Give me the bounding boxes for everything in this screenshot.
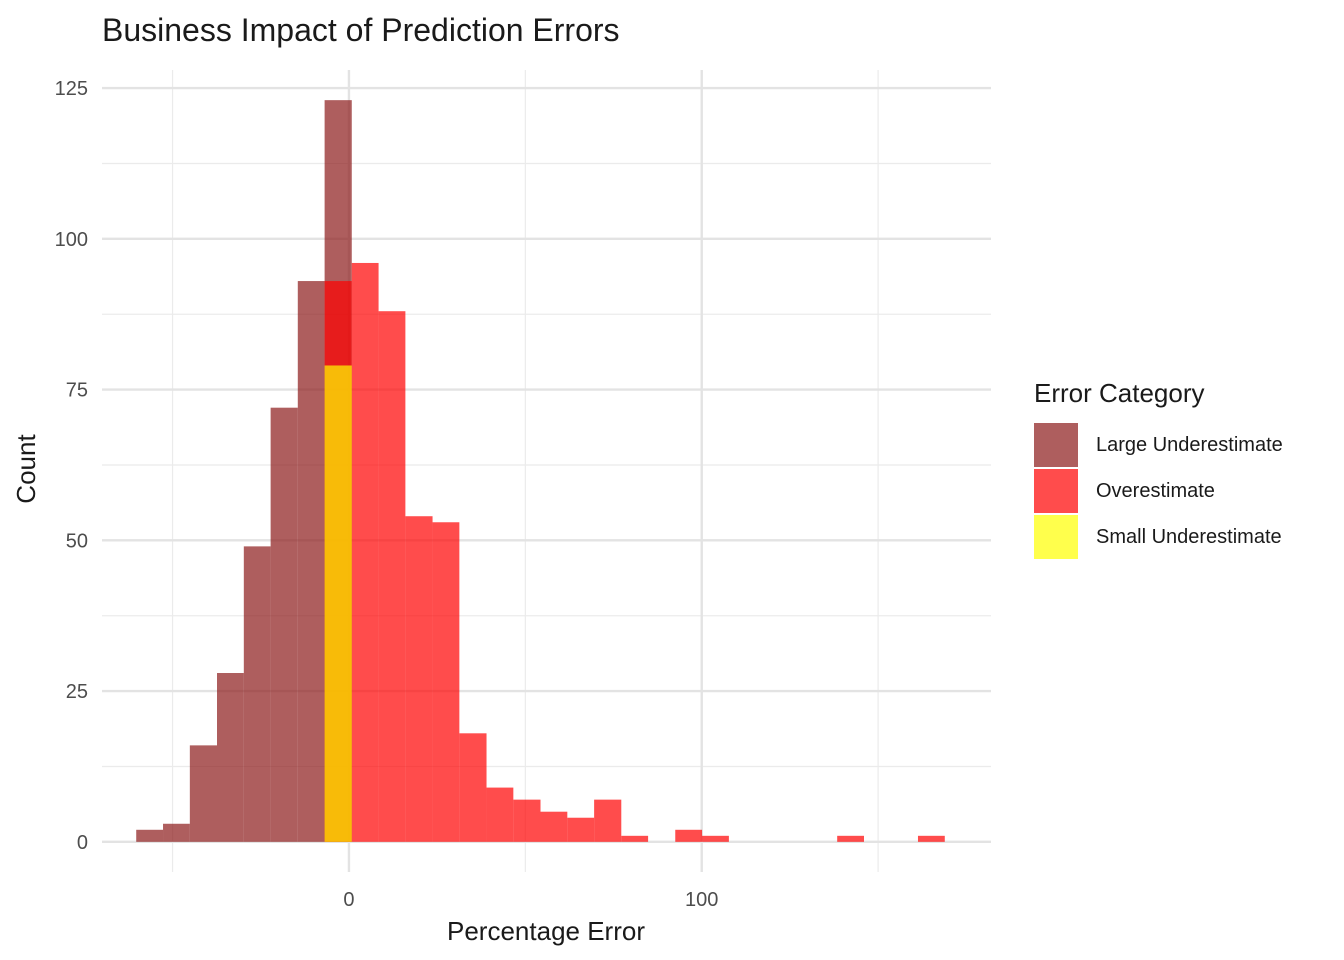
legend-swatch-overestimate	[1034, 469, 1078, 513]
bar-overestimate	[459, 733, 487, 842]
y-tick-label: 25	[66, 681, 88, 703]
bar-overestimate	[621, 835, 649, 842]
bar-small-underestimate	[324, 365, 352, 842]
bar-large-underestimate	[163, 823, 190, 842]
bar-overestimate	[486, 787, 514, 842]
bar-large-underestimate	[243, 546, 271, 842]
legend-title: Error Category	[1034, 378, 1205, 408]
bar-large-underestimate	[297, 281, 325, 842]
x-tick-label: 100	[685, 889, 718, 911]
bar-overestimate	[432, 522, 460, 842]
bar-large-underestimate	[189, 745, 218, 842]
bar-overestimate	[567, 817, 595, 842]
y-tick-label: 0	[77, 832, 88, 854]
bar-overestimate	[917, 835, 945, 842]
legend-swatch-small-underestimate	[1034, 515, 1078, 559]
bar-overestimate	[675, 829, 703, 842]
tick-layer: 0 25 50 75 100 125 0 100	[55, 78, 719, 911]
legend-label: Small Underestimate	[1096, 525, 1282, 548]
bar-overestimate	[540, 811, 568, 842]
bar-large-underestimate	[217, 673, 244, 842]
bar-overestimate	[837, 835, 864, 842]
legend-item-small-underestimate: Small Underestimate	[1034, 514, 1334, 560]
y-tick-label: 50	[66, 530, 88, 552]
legend-label: Large Underestimate	[1096, 433, 1283, 456]
y-axis-title: Count	[11, 434, 41, 504]
bar-overestimate	[351, 262, 379, 842]
x-axis-title: Percentage Error	[447, 916, 645, 946]
bar-overestimate	[702, 835, 729, 842]
bar-overestimate	[594, 799, 622, 842]
legend-label: Overestimate	[1096, 479, 1215, 502]
y-tick-label: 125	[55, 78, 88, 100]
y-tick-label: 100	[55, 229, 88, 251]
bar-large-underestimate	[270, 407, 298, 842]
y-tick-label: 75	[66, 380, 88, 402]
legend-swatch-large-underestimate	[1034, 423, 1078, 467]
bar-large-underestimate	[136, 829, 164, 842]
legend-item-overestimate: Overestimate	[1034, 468, 1334, 514]
legend-item-large-underestimate: Large Underestimate	[1034, 422, 1334, 468]
legend: Error Category Large Underestimate Overe…	[1034, 376, 1334, 560]
bar-layer	[136, 100, 945, 842]
chart-title: Business Impact of Prediction Errors	[102, 12, 620, 48]
bar-overestimate	[378, 311, 406, 842]
bar-overestimate	[405, 516, 433, 842]
x-tick-label: 0	[343, 889, 354, 911]
bar-overestimate	[513, 799, 541, 842]
